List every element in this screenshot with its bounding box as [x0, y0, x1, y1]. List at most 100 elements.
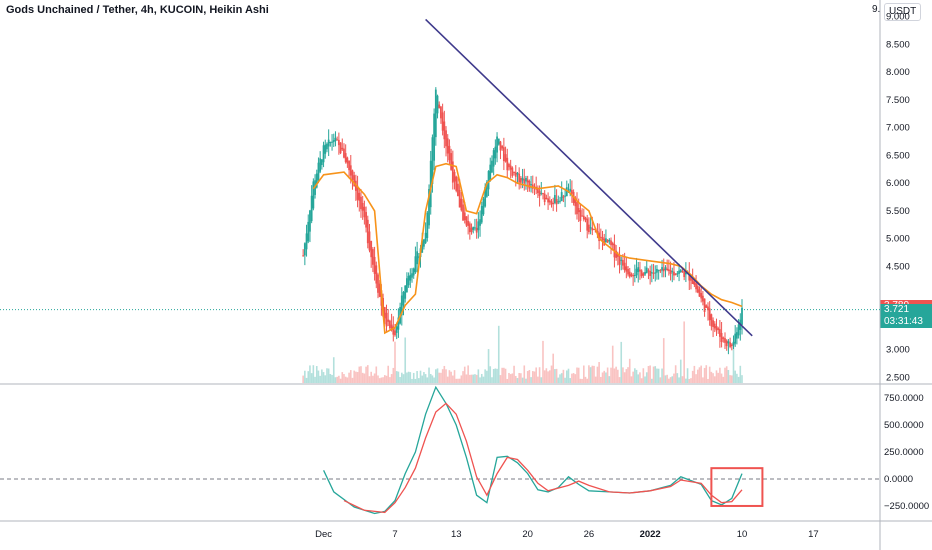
volume-bar — [424, 374, 427, 383]
candle-body — [315, 173, 318, 188]
time-tick-label: 10 — [737, 529, 748, 540]
candle-body — [637, 267, 640, 273]
volume-bar — [373, 373, 376, 383]
volume-bar — [329, 373, 332, 383]
candle-body — [605, 238, 607, 243]
volume-bar — [666, 374, 668, 383]
volume-bar — [401, 372, 403, 383]
candle-body — [463, 212, 466, 221]
candle-body — [540, 192, 543, 194]
volume-bar — [394, 341, 396, 383]
candle-body — [732, 341, 735, 346]
volume-bar — [513, 365, 515, 383]
candle-body — [494, 146, 497, 159]
volume-bar — [645, 372, 648, 383]
descending-trendline[interactable] — [425, 18, 753, 337]
volume-bar — [418, 378, 420, 383]
candle-body — [363, 206, 366, 218]
candle-body — [404, 285, 407, 299]
candle-body — [351, 170, 354, 180]
candle-body — [586, 218, 589, 231]
volume-bar — [656, 368, 658, 383]
volume-bar — [474, 374, 476, 383]
volume-bar — [423, 372, 425, 383]
volume-bar — [385, 375, 388, 383]
volume-bar — [559, 374, 561, 383]
volume-bar — [727, 369, 730, 383]
candle-body — [625, 266, 628, 272]
candle-body — [472, 226, 475, 230]
volume-bar — [389, 377, 391, 383]
volume-bar — [579, 378, 582, 383]
volume-bar — [654, 366, 657, 383]
volume-bar — [514, 375, 517, 383]
candle-body — [485, 181, 488, 197]
volume-bar — [545, 368, 548, 383]
candle-body — [440, 106, 442, 119]
candle-body — [669, 270, 672, 274]
candle-body — [681, 271, 684, 273]
volume-bar — [392, 367, 395, 383]
volume-bar — [530, 377, 532, 383]
candle-body — [528, 181, 531, 189]
volume-bar — [591, 365, 594, 383]
candle-body — [436, 95, 439, 114]
candle-body — [502, 147, 505, 162]
volume-bar — [600, 376, 602, 383]
candle-body — [569, 188, 572, 192]
candle-body — [715, 326, 718, 331]
candle-body — [718, 329, 721, 337]
candle-body — [645, 267, 648, 274]
volume-bar — [651, 378, 653, 383]
volume-bar — [564, 377, 566, 383]
volume-bar — [436, 368, 439, 383]
trendline[interactable] — [425, 18, 753, 337]
candle-body — [341, 147, 344, 150]
candle-body — [659, 270, 662, 272]
volume-bar — [533, 371, 536, 383]
candle-body — [565, 187, 568, 197]
candle-body — [542, 193, 544, 195]
volume-bar — [470, 374, 473, 383]
volume-bar — [696, 369, 699, 383]
candle-body — [324, 144, 327, 154]
candle-body — [562, 196, 565, 198]
highlight-box — [710, 467, 764, 507]
candle-body — [657, 269, 660, 271]
volume-bar — [548, 370, 551, 383]
candle-body — [475, 227, 478, 233]
volume-bar — [441, 369, 444, 383]
candle-body — [480, 205, 483, 223]
volume-bar — [383, 375, 386, 383]
currency-selector[interactable]: USDT — [884, 3, 922, 21]
candle-body — [635, 268, 638, 276]
volume-bar — [390, 374, 393, 383]
volume-bar — [416, 371, 418, 383]
volume-bar — [710, 371, 713, 383]
volume-bar — [700, 365, 702, 383]
candle-body — [496, 136, 498, 153]
candle-body — [343, 148, 345, 158]
volume-bar — [494, 368, 497, 383]
volume-bar — [343, 374, 345, 383]
volume-bar — [331, 374, 333, 383]
volume-bar — [683, 321, 685, 383]
candle-body — [525, 177, 527, 182]
volume-bar — [315, 366, 318, 383]
volume-bar — [713, 376, 716, 383]
candle-body — [640, 270, 643, 277]
volume-bar — [594, 376, 597, 383]
volume-bar — [489, 366, 492, 383]
candle-body — [327, 139, 330, 147]
volume-bar — [717, 372, 719, 383]
volume-bar — [538, 367, 541, 383]
volume-bar — [452, 375, 454, 383]
candle-body — [371, 249, 374, 265]
candle-body — [633, 274, 636, 276]
volume-bar — [406, 372, 408, 383]
price-tick-label: 9.000 — [886, 12, 910, 23]
volume-bar — [635, 369, 638, 383]
volume-bar — [664, 375, 667, 383]
volume-bar — [686, 368, 689, 383]
